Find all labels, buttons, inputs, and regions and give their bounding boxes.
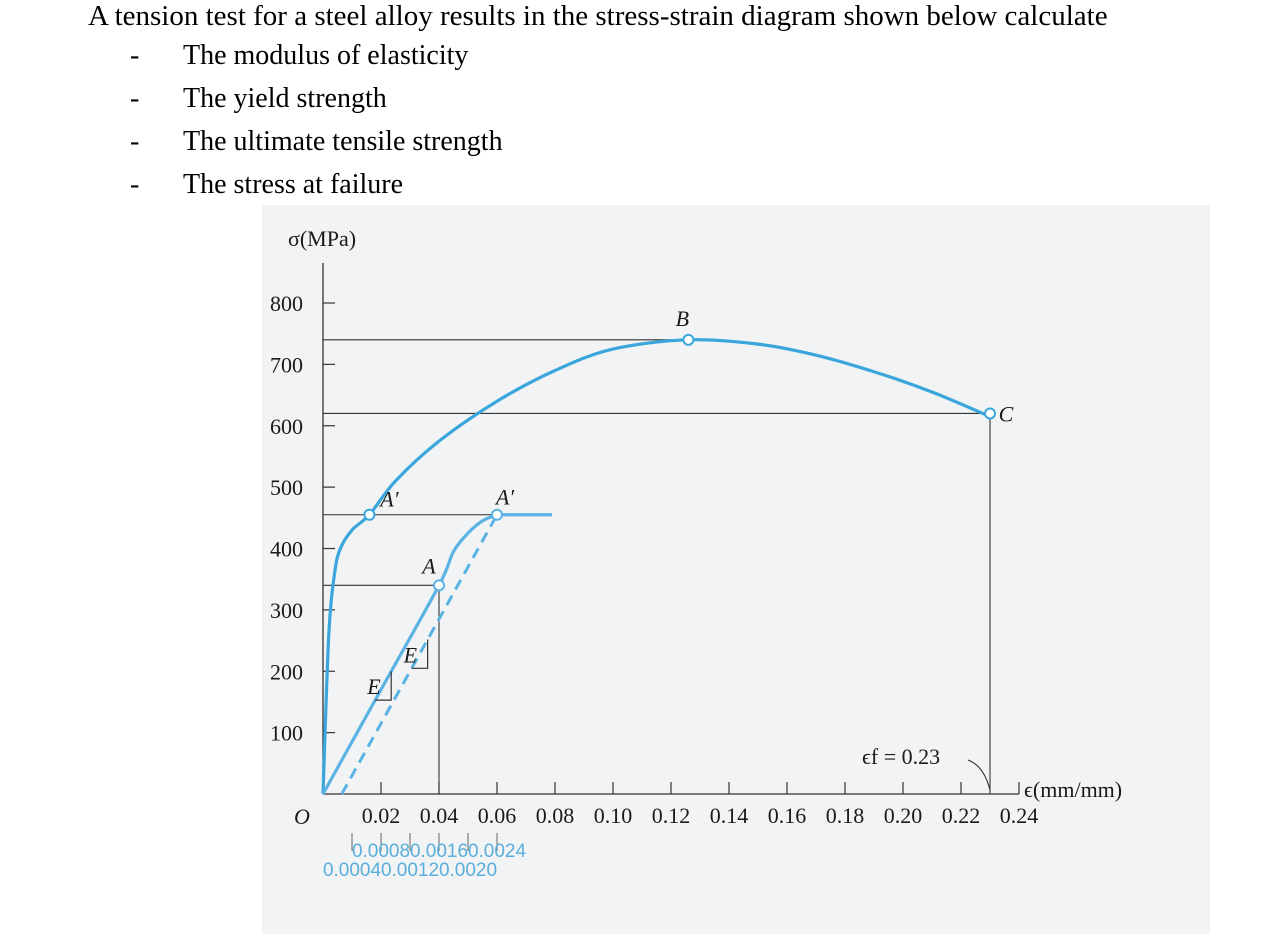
secondary-x-tick-label: 0.0020 xyxy=(439,860,497,881)
point-label: A′ xyxy=(494,485,515,510)
x-tick-label: 0.22 xyxy=(942,803,981,828)
slope-label: E xyxy=(366,674,381,699)
task-bullet: - xyxy=(130,126,140,157)
x-tick-label: 0.16 xyxy=(768,803,807,828)
point-label: A xyxy=(420,553,436,578)
y-tick-label: 400 xyxy=(270,537,303,562)
data-point xyxy=(363,508,376,521)
x-tick-label: 0.06 xyxy=(478,803,517,828)
task-bullet: - xyxy=(130,40,140,71)
data-point xyxy=(433,579,445,592)
x-tick-label: 0.12 xyxy=(652,803,691,828)
figure-panel: σ(MPa) ϵ(mm/mm) O 100 200 300 400 500 600 700 800 0… xyxy=(262,205,1210,934)
point-label: B xyxy=(676,306,689,331)
point-label: A′ xyxy=(378,487,399,512)
secondary-x-tick-label: 0.0012 xyxy=(381,860,439,881)
y-tick-label: 800 xyxy=(270,291,303,316)
x-tick-label: 0.10 xyxy=(594,803,633,828)
data-point xyxy=(491,508,503,521)
x-tick-label: 0.02 xyxy=(362,803,401,828)
task-text: The yield strength xyxy=(183,83,387,114)
unloading-dashed-line xyxy=(340,514,499,795)
task-bullet: - xyxy=(130,83,140,114)
y-axis-label: σ(MPa) xyxy=(288,226,356,251)
x-tick-label: 0.24 xyxy=(1000,803,1039,828)
stress-strain-chart: σ(MPa) ϵ(mm/mm) O 100 200 300 400 500 600 700 800 0… xyxy=(270,226,1122,881)
y-tick-label: 500 xyxy=(270,475,303,500)
y-tick-label: 600 xyxy=(270,414,303,439)
x-axis-label: ϵ(mm/mm) xyxy=(1024,777,1122,802)
x-tick-label: 0.20 xyxy=(884,803,923,828)
y-tick-label: 100 xyxy=(270,721,303,746)
data-point xyxy=(682,333,695,346)
task-text: The ultimate tensile strength xyxy=(183,126,503,157)
secondary-x-tick-label: 0.0024 xyxy=(468,841,527,862)
secondary-x-tick-label: 0.0004 xyxy=(323,860,382,881)
y-tick-label: 300 xyxy=(270,598,303,623)
slope-triangle xyxy=(375,671,392,701)
question-title: A tension test for a steel alloy results… xyxy=(88,0,1108,32)
y-tick-label: 200 xyxy=(270,659,303,684)
series-line-upper xyxy=(321,338,991,795)
y-tick-label: 700 xyxy=(270,352,303,377)
annotation-leader xyxy=(967,759,991,791)
x-tick-label: 0.18 xyxy=(826,803,865,828)
task-text: The stress at failure xyxy=(183,169,404,200)
origin-label: O xyxy=(294,804,310,829)
failure-strain-annotation: ϵf = 0.23 xyxy=(862,744,940,769)
task-text: The modulus of elasticity xyxy=(183,40,469,71)
secondary-x-tick-label: 0.0008 xyxy=(352,841,410,862)
data-point xyxy=(984,407,996,420)
x-tick-label: 0.14 xyxy=(710,803,749,828)
task-bullet: - xyxy=(130,169,140,200)
slope-triangle xyxy=(411,639,429,669)
x-tick-label: 0.04 xyxy=(420,803,459,828)
slope-label: E xyxy=(403,642,418,667)
x-tick-label: 0.08 xyxy=(536,803,575,828)
secondary-x-tick-label: 0.0016 xyxy=(410,841,468,862)
point-label: C xyxy=(999,401,1014,426)
